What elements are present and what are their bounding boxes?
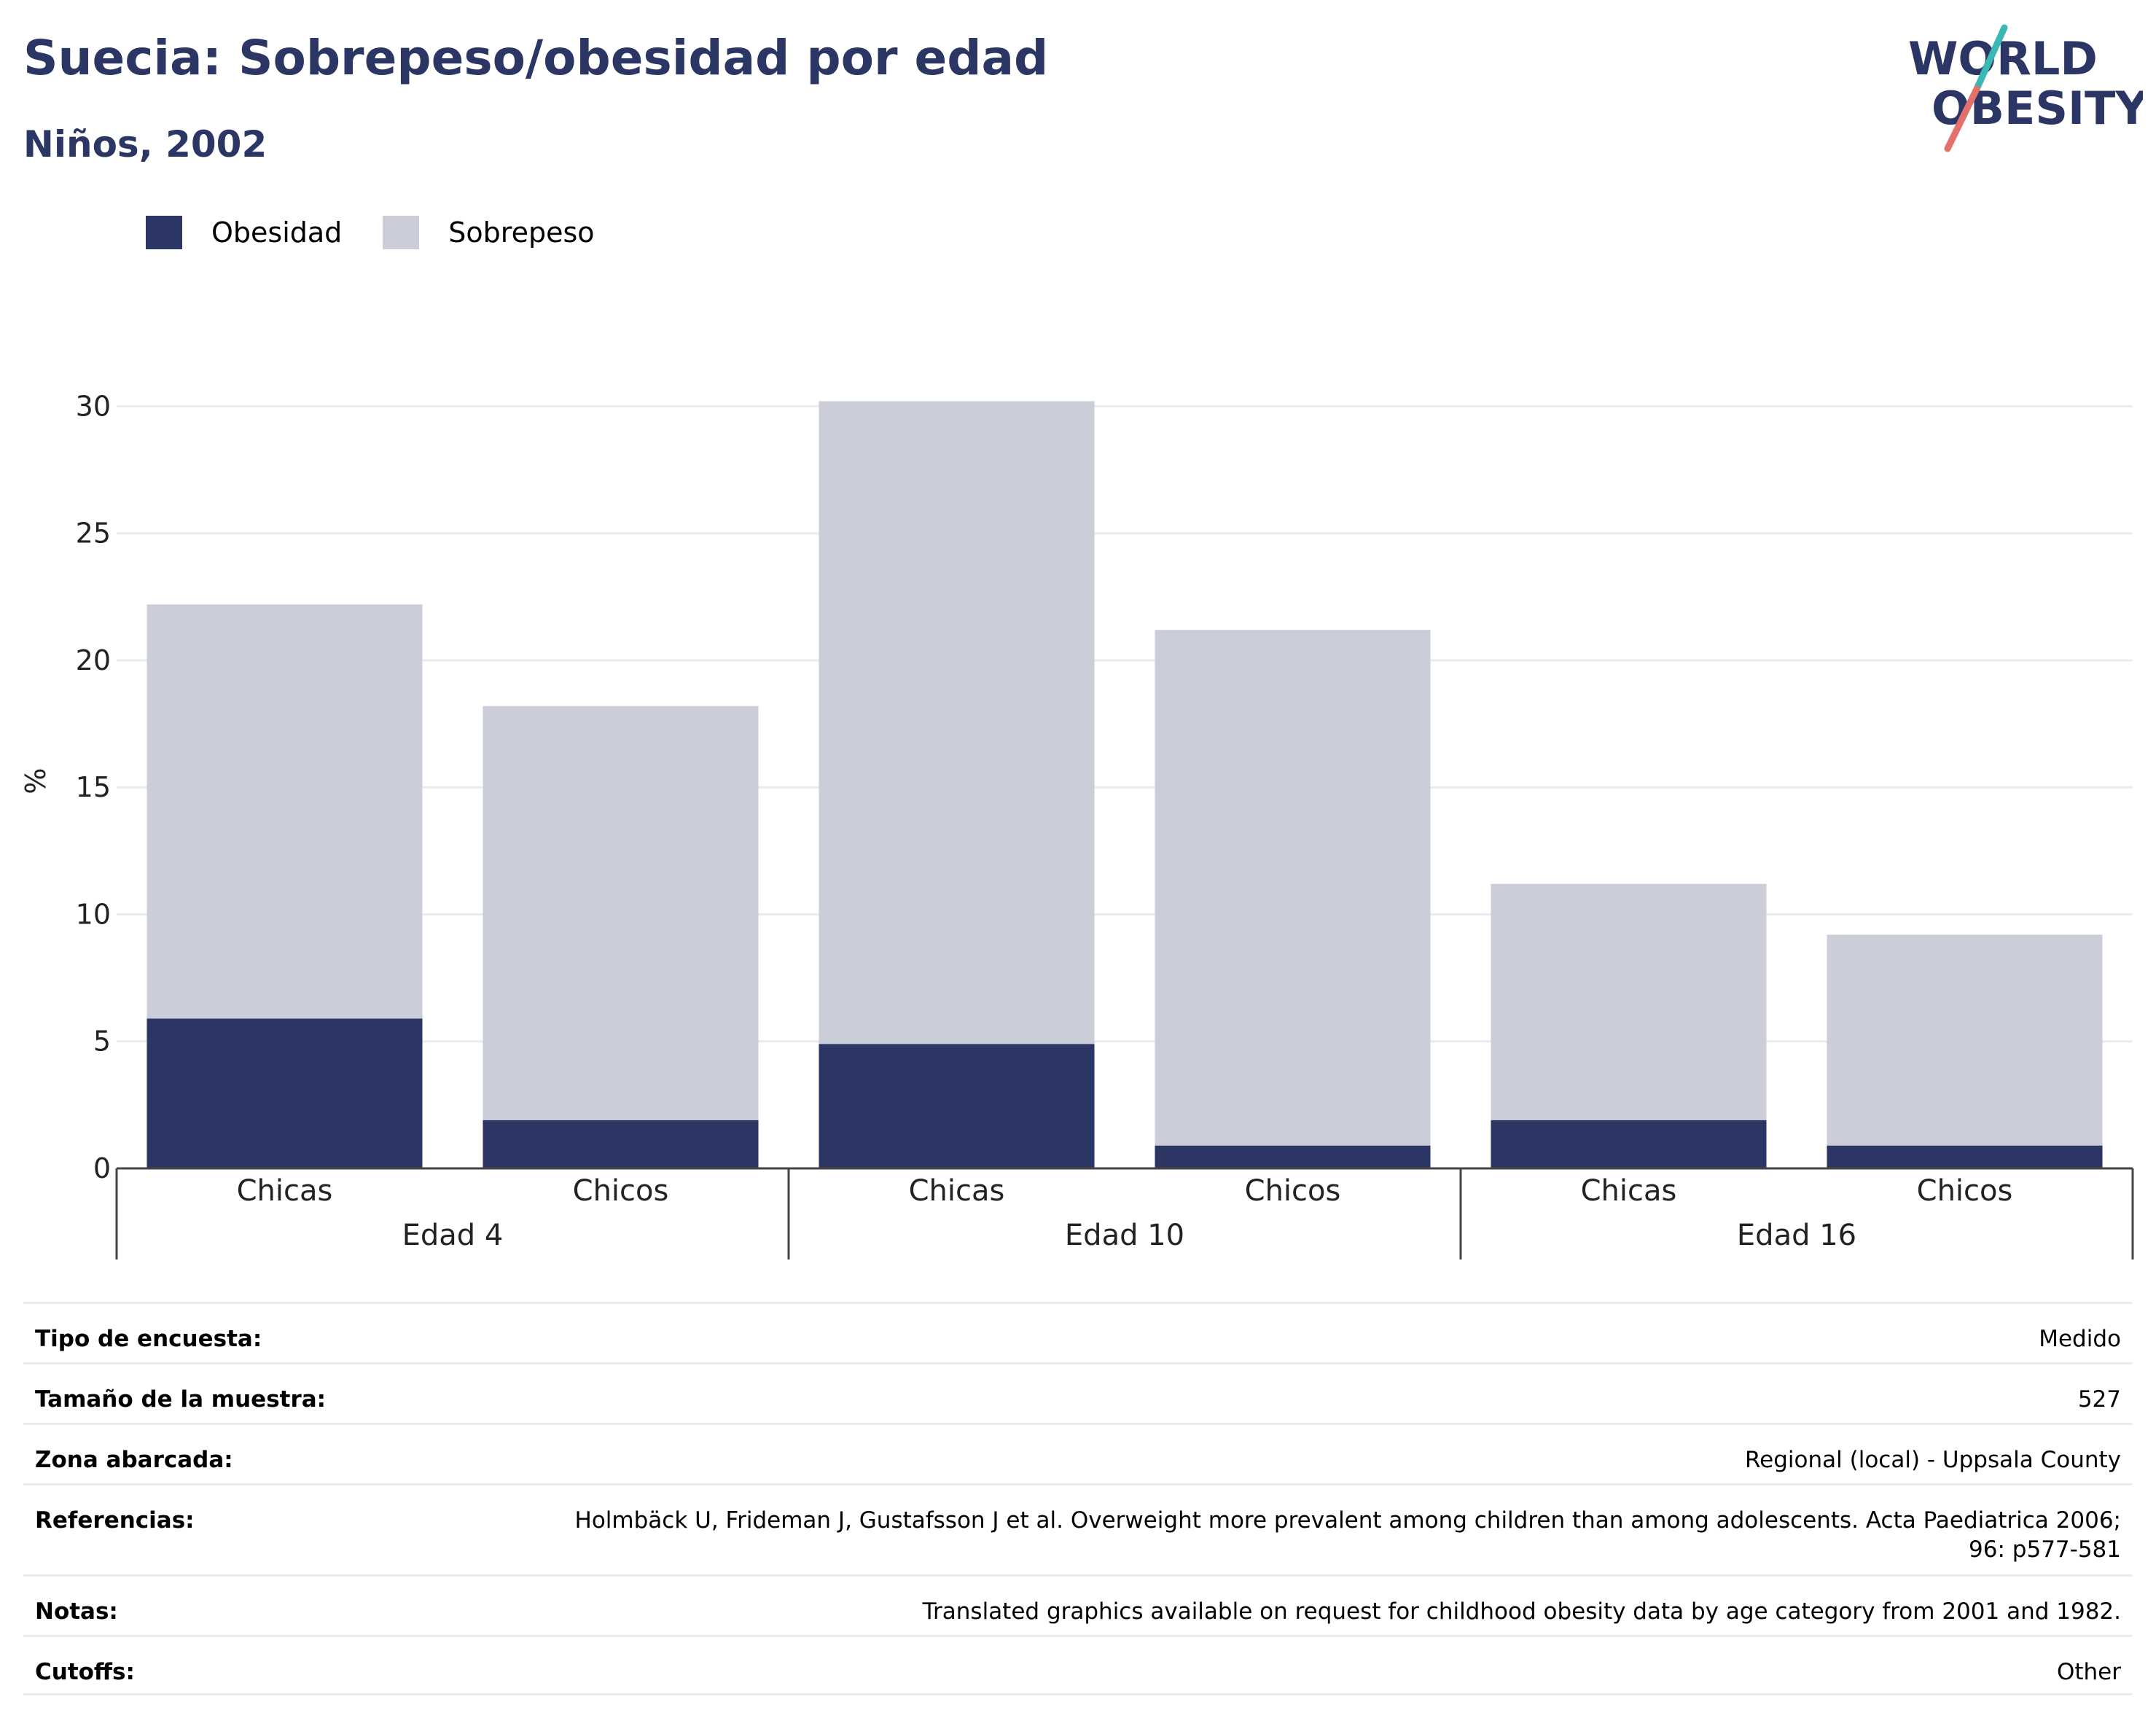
info-label: Tamaño de la muestra: [35,1386,327,1413]
x-group-label: Edad 16 [1737,1219,1856,1252]
bar-obesidad-1 [483,1120,759,1168]
chart-subtitle: Niños, 2002 [23,123,267,165]
y-axis-title: % [20,768,52,794]
bar-obesidad-5 [1827,1145,2103,1168]
info-label: Notas: [35,1598,118,1625]
info-row: Referencias: Holmbäck U, Frideman J, Gust… [23,1483,2133,1574]
bar-sobrepeso-2 [819,401,1095,1044]
survey-info-table: Tipo de encuesta: Medido Tamaño de la mues… [23,1302,2133,1695]
info-label: Referencias: [35,1507,195,1534]
bar-obesidad-2 [819,1044,1095,1168]
logo-slash-teal [1973,24,2008,93]
y-tick-label: 20 [76,644,111,676]
world-obesity-logo: WORLD OBESITY [1908,24,2143,152]
y-tick-label: 0 [93,1152,111,1184]
legend-item-sobrepeso[interactable]: Sobrepeso [383,216,595,249]
info-value: Regional (local) - Uppsala County [1745,1447,2121,1473]
x-tick-label: Chicas [237,1174,333,1208]
legend-item-obesidad[interactable]: Obesidad [146,216,342,249]
bar-sobrepeso-4 [1491,883,1767,1120]
info-row: Tipo de encuesta: Medido [23,1302,2133,1362]
info-value: Medido [2039,1326,2121,1352]
info-label: Cutoffs: [35,1659,135,1685]
info-row: Notas: Translated graphics available on r… [23,1574,2133,1635]
logo-line1: WORLD [1908,32,2098,85]
y-tick-label: 10 [76,898,111,930]
x-tick-label: Chicos [1245,1174,1341,1208]
y-tick-label: 15 [76,771,111,803]
legend-swatch-sobrepeso [383,216,420,249]
y-tick-label: 25 [76,518,111,550]
info-value: Other [2056,1659,2121,1685]
bar-obesidad-0 [147,1018,423,1168]
info-label: Zona abarcada: [35,1447,233,1473]
info-label: Tipo de encuesta: [35,1326,262,1352]
bar-obesidad-4 [1491,1120,1767,1168]
x-group-label: Edad 4 [402,1219,504,1252]
stacked-bar-chart: 0 5 10 15 20 25 30% Chicas Chicos Chicas Chicos Chi… [20,390,2134,1260]
bar-sobrepeso-0 [147,604,423,1019]
bar-sobrepeso-5 [1827,934,2103,1146]
info-row: Tamaño de la muestra: 527 [23,1362,2133,1423]
x-tick-label: Chicas [909,1174,1005,1208]
info-row: Cutoffs: Other [23,1635,2133,1695]
bar-sobrepeso-3 [1155,630,1431,1146]
chart-legend: Obesidad Sobrepeso [146,216,636,249]
logo-slash-coral [1944,85,1980,152]
y-tick-label: 5 [93,1026,111,1058]
x-tick-label: Chicas [1581,1174,1677,1208]
y-tick-label: 30 [76,390,111,422]
bar-sobrepeso-1 [483,706,759,1120]
info-value: Translated graphics available on request… [922,1598,2121,1625]
bar-obesidad-3 [1155,1145,1431,1168]
legend-swatch-obesidad [146,216,182,249]
info-row: Zona abarcada: Regional (local) - Uppsala… [23,1423,2133,1483]
info-value: Holmbäck U, Frideman J, Gustafsson J et … [574,1507,2121,1563]
x-group-label: Edad 10 [1065,1219,1184,1252]
info-value: 527 [2077,1386,2121,1413]
legend-label-sobrepeso: Sobrepeso [448,216,595,249]
x-tick-label: Chicos [1917,1174,2013,1208]
legend-label-obesidad: Obesidad [211,216,343,249]
chart-title: Suecia: Sobrepeso/obesidad por edad [23,30,1049,86]
x-tick-label: Chicos [573,1174,669,1208]
